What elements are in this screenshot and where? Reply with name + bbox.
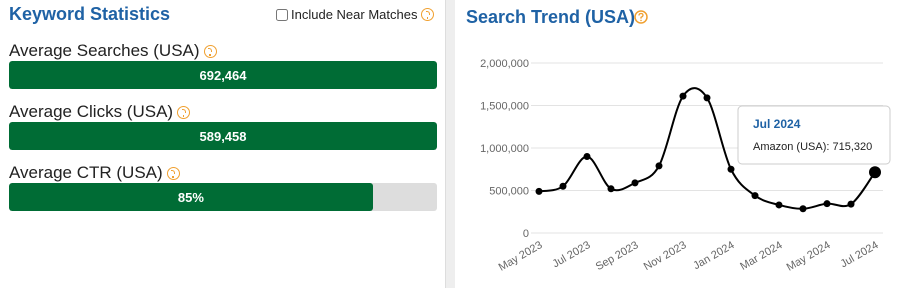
y-tick-label: 500,000 xyxy=(489,186,529,198)
metric-label: Average CTR (USA) xyxy=(9,163,180,183)
data-point[interactable] xyxy=(799,205,807,213)
chart-title: Search Trend (USA) xyxy=(466,7,635,27)
metric-label: Average Searches (USA) xyxy=(9,41,217,61)
metric-bar-track: 85% xyxy=(9,183,437,211)
data-point[interactable] xyxy=(703,94,711,102)
data-point[interactable] xyxy=(727,165,735,173)
metric-bar-track: 692,464 xyxy=(9,61,437,89)
x-tick-label: Jan 2024 xyxy=(691,239,736,272)
data-point[interactable] xyxy=(823,200,831,208)
metric-value: 589,458 xyxy=(199,128,247,144)
divider xyxy=(445,0,455,288)
data-point[interactable] xyxy=(751,192,759,200)
metric-bar xyxy=(9,61,437,89)
panel-title: Keyword Statistics xyxy=(9,4,171,24)
help-icon[interactable] xyxy=(634,10,648,24)
metric-value: 85% xyxy=(177,189,204,205)
data-point[interactable] xyxy=(775,201,783,209)
data-point[interactable] xyxy=(607,185,615,193)
help-icon[interactable] xyxy=(177,106,191,120)
x-tick-label: Jul 2024 xyxy=(838,239,880,270)
tooltip-title: Jul 2024 xyxy=(753,117,801,131)
checkbox[interactable] xyxy=(276,8,288,21)
tooltip-value: Amazon (USA): 715,320 xyxy=(753,141,872,153)
data-point[interactable] xyxy=(655,162,663,170)
help-icon[interactable] xyxy=(203,45,217,59)
tooltip-box xyxy=(737,105,891,165)
metric-label: Average Clicks (USA) xyxy=(9,102,191,122)
y-tick-label: 1,000,000 xyxy=(480,143,529,155)
help-icon[interactable] xyxy=(166,167,180,181)
data-point[interactable] xyxy=(583,153,591,160)
help-icon[interactable] xyxy=(421,8,435,21)
search-trend-panel: Search Trend (USA) 0 500,000 1,000,000 1,50… xyxy=(466,7,891,274)
x-tick-label: Jul 2023 xyxy=(550,239,592,270)
x-tick-label: May 2024 xyxy=(785,239,833,274)
metric-bar-track: 589,458 xyxy=(9,122,437,150)
tooltip: Jul 2024 Amazon (USA): 715,320 xyxy=(737,105,891,165)
keyword-statistics-panel: Keyword Statistics Include Near Matches … xyxy=(0,0,445,288)
near-matches-toggle[interactable]: Include Near Matches xyxy=(276,7,435,22)
data-point[interactable] xyxy=(847,200,855,208)
x-tick-label: Mar 2024 xyxy=(738,239,784,273)
metric-value: 692,464 xyxy=(199,67,247,83)
checkbox-label: Include Near Matches xyxy=(291,7,418,22)
y-tick-label: 1,500,000 xyxy=(480,101,529,113)
y-tick-label: 2,000,000 xyxy=(480,58,529,70)
data-point[interactable] xyxy=(559,182,567,190)
data-point[interactable] xyxy=(869,166,881,179)
metric-bar xyxy=(9,183,373,211)
x-tick-label: May 2023 xyxy=(497,239,545,274)
data-point[interactable] xyxy=(679,92,687,100)
x-tick-label: Sep 2023 xyxy=(594,239,641,273)
y-tick-label: 0 xyxy=(523,228,529,240)
data-point[interactable] xyxy=(631,179,639,187)
metric-bar xyxy=(9,122,437,150)
data-point[interactable] xyxy=(535,187,543,195)
x-tick-label: Nov 2023 xyxy=(642,239,689,273)
